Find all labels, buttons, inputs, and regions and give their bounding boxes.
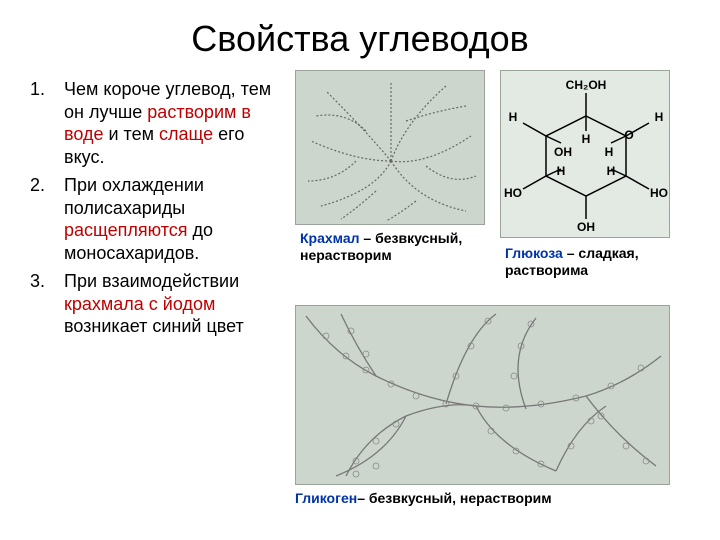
caption-name: Крахмал: [300, 230, 360, 246]
svg-text:H: H: [582, 132, 591, 146]
list-number: 2.: [30, 174, 58, 197]
list-number: 1.: [30, 78, 58, 101]
svg-text:H: H: [557, 164, 566, 178]
svg-text:H: H: [509, 110, 518, 124]
list-item: 2. При охлаждении полисахариды расщепляю…: [30, 174, 280, 264]
svg-text:CH₂OH: CH₂OH: [566, 78, 607, 92]
svg-text:O: O: [624, 128, 633, 142]
svg-text:H: H: [605, 145, 614, 159]
figure-glucose: CH₂OH H H O H OH H HO HO H H OH: [500, 70, 670, 238]
properties-list: 1. Чем короче углевод, тем он лучше раст…: [30, 78, 280, 344]
list-item: 3. При взаимодействии крахмала с йодом в…: [30, 270, 280, 338]
list-text: При охлаждении полисахариды расщепляются…: [64, 175, 213, 263]
glycogen-diagram: [296, 306, 671, 486]
page-title: Свойства углеводов: [0, 0, 720, 70]
content-area: 1. Чем короче углевод, тем он лучше раст…: [0, 70, 720, 540]
svg-text:H: H: [607, 164, 616, 178]
caption-desc: – безвкусный, нерастворим: [357, 490, 551, 506]
list-text: При взаимодействии крахмала с йодом возн…: [64, 271, 244, 336]
caption-glucose: Глюкоза – сладкая, растворима: [505, 245, 705, 279]
figure-glycogen: [295, 305, 670, 485]
svg-text:HO: HO: [650, 186, 668, 200]
caption-glycogen: Гликоген– безвкусный, нерастворим: [295, 490, 695, 507]
list-number: 3.: [30, 270, 58, 293]
caption-starch: Крахмал – безвкусный, нерастворим: [300, 230, 480, 264]
caption-name: Глюкоза: [505, 245, 563, 261]
list-item: 1. Чем короче углевод, тем он лучше раст…: [30, 78, 280, 168]
caption-name: Гликоген: [295, 490, 357, 506]
svg-text:OH: OH: [577, 220, 595, 234]
svg-text:OH: OH: [554, 145, 572, 159]
list-text: Чем короче углевод, тем он лучше раствор…: [64, 79, 271, 167]
glucose-diagram: CH₂OH H H O H OH H HO HO H H OH: [501, 71, 671, 239]
svg-text:HO: HO: [504, 186, 522, 200]
svg-text:H: H: [655, 110, 664, 124]
figure-starch: [295, 70, 485, 225]
starch-diagram: [296, 71, 486, 226]
